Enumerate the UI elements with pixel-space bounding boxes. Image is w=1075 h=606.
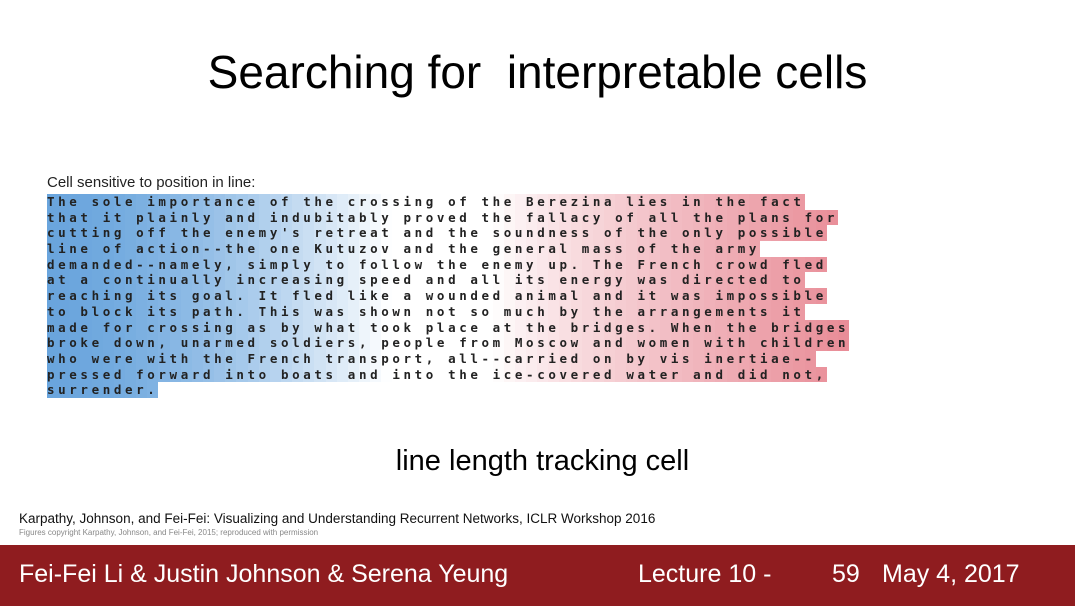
figure-line: cutting off the enemy's retreat and the …	[47, 225, 827, 242]
figure-line: to block its path. This was shown not so…	[47, 303, 805, 320]
footer-authors: Fei-Fei Li & Justin Johnson & Serena Yeu…	[19, 560, 509, 588]
footer-page-number: 59	[832, 560, 860, 588]
figure-line: demanded--namely, simply to follow the e…	[47, 256, 827, 273]
figure-line: line of action--the one Kutuzov and the …	[47, 241, 760, 257]
copyright-note: Figures copyright Karpathy, Johnson, and…	[19, 528, 319, 537]
heatmap-text-figure: The sole importance of the crossing of t…	[47, 194, 1057, 398]
figure-line: The sole importance of the crossing of t…	[47, 194, 805, 210]
figure-line: reaching its goal. It fled like a wounde…	[47, 288, 827, 304]
citation: Karpathy, Johnson, and Fei-Fei: Visualiz…	[19, 511, 656, 526]
footer-date: May 4, 2017	[882, 560, 1020, 588]
figure-line: at a continually increasing speed and al…	[47, 272, 805, 289]
figure-line: who were with the French transport, all-…	[47, 350, 816, 367]
figure-line: surrender.	[47, 382, 159, 398]
figure-line: that it plainly and indubitably proved t…	[47, 209, 838, 226]
figure-line: pressed forward into boats and into the …	[47, 366, 827, 383]
slide-subtitle: line length tracking cell	[395, 445, 690, 477]
footer-bar: Fei-Fei Li & Justin Johnson & Serena Yeu…	[0, 545, 1075, 606]
figure-label: Cell sensitive to position in line:	[47, 174, 256, 191]
figure-line: broke down, unarmed soldiers, people fro…	[47, 335, 850, 351]
slide-title: Searching for interpretable cells	[207, 46, 868, 98]
figure-line: made for crossing as by what took place …	[47, 319, 850, 336]
footer-lecture: Lecture 10 -	[638, 560, 772, 588]
